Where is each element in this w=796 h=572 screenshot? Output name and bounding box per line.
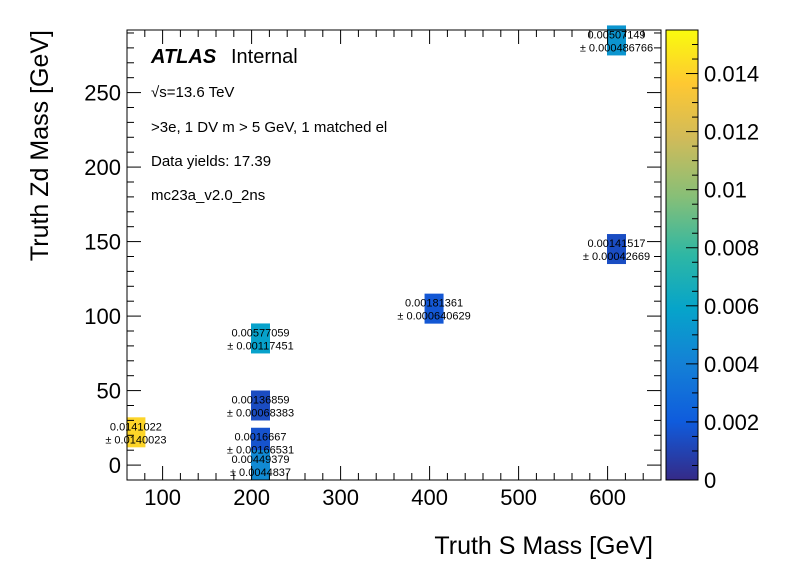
colorbar-tick-label: 0	[704, 468, 716, 493]
cell-error-label: ± 0.00117451	[227, 340, 293, 352]
x-tick-label: 500	[500, 485, 537, 510]
heatmap-cell	[126, 417, 146, 448]
selection-label: >3e, 1 DV m > 5 GeV, 1 matched el	[151, 119, 387, 136]
cell-value-label: 0.00181361	[405, 298, 463, 310]
cell-error-label: ± 0.000640629	[397, 311, 470, 323]
internal-label: Internal	[231, 46, 298, 68]
y-tick-label: 150	[84, 230, 121, 255]
cell-value-label: 0.00136859	[231, 394, 289, 406]
colorbar-tick-label: 0.008	[704, 236, 759, 261]
y-tick-label: 50	[97, 379, 121, 404]
colorbar-tick-label: 0.004	[704, 352, 759, 377]
cell-value-label: 0.00577059	[231, 327, 289, 339]
y-tick-label: 200	[84, 155, 121, 180]
cell-error-label: ± 0.000486766	[580, 42, 653, 54]
heatmap-cell	[607, 25, 626, 56]
cell-error-label: ± 0.0140023	[105, 434, 166, 446]
x-tick-label: 400	[411, 485, 448, 510]
colorbar-tick-label: 0.01	[704, 178, 747, 203]
axis-ticks: 100 200 300 400 500 600 0 50 100 150 200 250	[84, 30, 662, 510]
x-axis-title: Truth S Mass [GeV]	[434, 532, 653, 560]
y-axis-title: Truth Zd Mass [GeV]	[26, 30, 54, 261]
energy-label: √s=13.6 TeV	[151, 84, 234, 101]
colorbar-tick-label: 0.006	[704, 294, 759, 319]
colorbar-ticks: 0 0.002 0.004 0.006 0.008 0.01 0.012 0.014	[686, 44, 759, 493]
sample-label: mc23a_v2.0_2ns	[151, 187, 265, 204]
cell-value-label: 0.0016667	[235, 432, 287, 444]
cell-annotations: 0.0141022± 0.0140023 0.00136859± 0.000683…	[105, 29, 653, 479]
cell-error-label: ± 0.00166531	[227, 445, 294, 457]
y-tick-label: 250	[84, 81, 121, 106]
heatmap-cells	[126, 25, 626, 481]
cell-value-label: 0.00507149	[587, 29, 645, 41]
cell-value-label: 0.00449379	[231, 454, 289, 466]
cell-error-label: ± 0.00068383	[227, 407, 294, 419]
colorbar	[665, 29, 699, 481]
heatmap-cell	[251, 323, 270, 354]
cell-value-label: 0.0141022	[110, 421, 162, 433]
colorbar-tick-label: 0.014	[704, 62, 759, 87]
heatmap-cell	[251, 450, 270, 481]
y-tick-label: 100	[84, 304, 121, 329]
colorbar-tick-label: 0.002	[704, 410, 759, 435]
heatmap-cell	[251, 390, 270, 421]
atlas-label: ATLAS	[150, 46, 217, 68]
x-tick-label: 600	[589, 485, 626, 510]
x-tick-label: 200	[233, 485, 270, 510]
cell-error-label: ± 0.00042669	[583, 251, 650, 263]
cell-value-label: 0.00141517	[587, 238, 645, 250]
x-tick-label: 300	[322, 485, 359, 510]
colorbar-tick-label: 0.012	[704, 120, 759, 145]
heatmap-cell	[607, 234, 626, 265]
heatmap-cell	[424, 293, 444, 324]
y-tick-label: 0	[109, 453, 121, 478]
yields-label: Data yields: 17.39	[151, 153, 271, 170]
x-tick-label: 100	[144, 485, 181, 510]
cell-error-label: ± 0.0044837	[230, 467, 291, 479]
